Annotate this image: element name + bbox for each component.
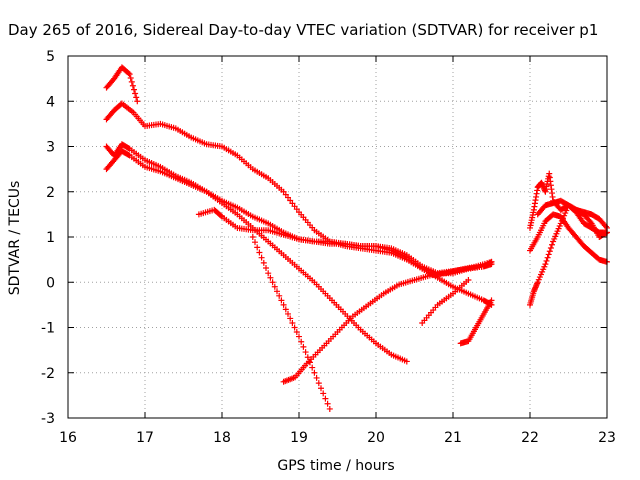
y-tick-label: 1	[46, 230, 55, 246]
data-point	[291, 324, 298, 331]
x-tick-label: 20	[367, 430, 385, 446]
data-point	[300, 343, 307, 350]
data-point	[313, 374, 320, 381]
data-point	[249, 234, 256, 240]
data-point	[318, 385, 324, 392]
data-point	[302, 349, 309, 356]
y-tick-label: -1	[41, 321, 55, 337]
data-point	[549, 241, 555, 248]
x-tick-label: 23	[598, 430, 616, 446]
data-point	[542, 261, 549, 268]
series-track-a	[103, 64, 141, 105]
y-tick-label: -2	[41, 366, 55, 382]
data-point	[125, 70, 132, 77]
data-point	[403, 358, 410, 365]
data-point	[125, 145, 132, 152]
data-points	[103, 64, 610, 412]
y-tick-label: 4	[46, 94, 55, 110]
data-point	[125, 151, 132, 158]
data-point	[543, 257, 550, 264]
data-point	[296, 333, 302, 340]
series-track-m	[534, 197, 610, 231]
data-point	[126, 71, 133, 78]
x-tick-label: 21	[444, 430, 462, 446]
x-tick-label: 17	[136, 430, 154, 446]
data-point	[131, 86, 137, 93]
data-point	[263, 265, 269, 272]
data-point	[545, 251, 552, 258]
data-point	[256, 249, 263, 256]
data-point	[217, 212, 224, 219]
y-axis-label: SDTVAR / TECUs	[7, 181, 23, 296]
data-point	[133, 94, 140, 101]
data-point	[324, 400, 331, 407]
y-tick-label: 2	[46, 185, 55, 201]
data-point	[269, 279, 276, 286]
y-tick-label: 3	[46, 140, 55, 156]
data-point	[274, 288, 280, 295]
data-point	[128, 78, 135, 85]
chart-title: Day 265 of 2016, Sidereal Day-to-day VTE…	[8, 21, 598, 39]
data-point	[282, 306, 289, 313]
data-point	[544, 254, 551, 261]
data-point	[271, 283, 278, 290]
data-point	[315, 380, 322, 387]
series-track-b	[103, 100, 495, 308]
y-tick-label: 5	[46, 49, 55, 65]
data-point	[260, 259, 267, 266]
data-point	[309, 364, 316, 371]
data-point	[293, 329, 300, 336]
data-point	[258, 254, 265, 261]
data-point	[465, 276, 472, 283]
data-point	[127, 74, 134, 81]
data-point	[320, 390, 327, 397]
data-point	[289, 319, 296, 326]
data-point	[285, 310, 291, 317]
data-point	[252, 239, 258, 246]
data-point	[129, 82, 136, 89]
data-point	[287, 315, 294, 322]
data-point	[304, 354, 311, 361]
data-point	[602, 223, 609, 230]
data-point	[132, 90, 139, 97]
data-point	[326, 405, 333, 412]
data-point	[254, 244, 261, 251]
x-tick-label: 16	[59, 430, 77, 446]
series-track-g	[280, 258, 495, 385]
data-point	[280, 301, 287, 308]
data-point	[267, 274, 274, 281]
data-point	[276, 292, 283, 299]
series-track-i	[457, 297, 495, 347]
data-point	[587, 219, 594, 226]
data-point	[278, 297, 285, 304]
data-point	[134, 98, 141, 105]
data-point	[488, 258, 495, 265]
series-track-f	[249, 234, 333, 412]
series-track-h	[419, 276, 472, 326]
data-point	[547, 244, 554, 251]
series-track-l	[527, 211, 610, 265]
data-point	[265, 270, 272, 277]
data-point	[546, 248, 553, 255]
x-tick-label: 22	[521, 430, 539, 446]
x-tick-label: 19	[290, 430, 308, 446]
data-point	[307, 359, 313, 366]
data-point	[311, 369, 318, 376]
y-tick-label: 0	[46, 275, 55, 291]
y-tick-label: -3	[41, 411, 55, 427]
x-tick-label: 18	[213, 430, 231, 446]
x-axis-label: GPS time / hours	[277, 458, 394, 474]
data-point	[298, 338, 305, 345]
data-point	[322, 395, 329, 402]
data-point	[488, 297, 495, 304]
